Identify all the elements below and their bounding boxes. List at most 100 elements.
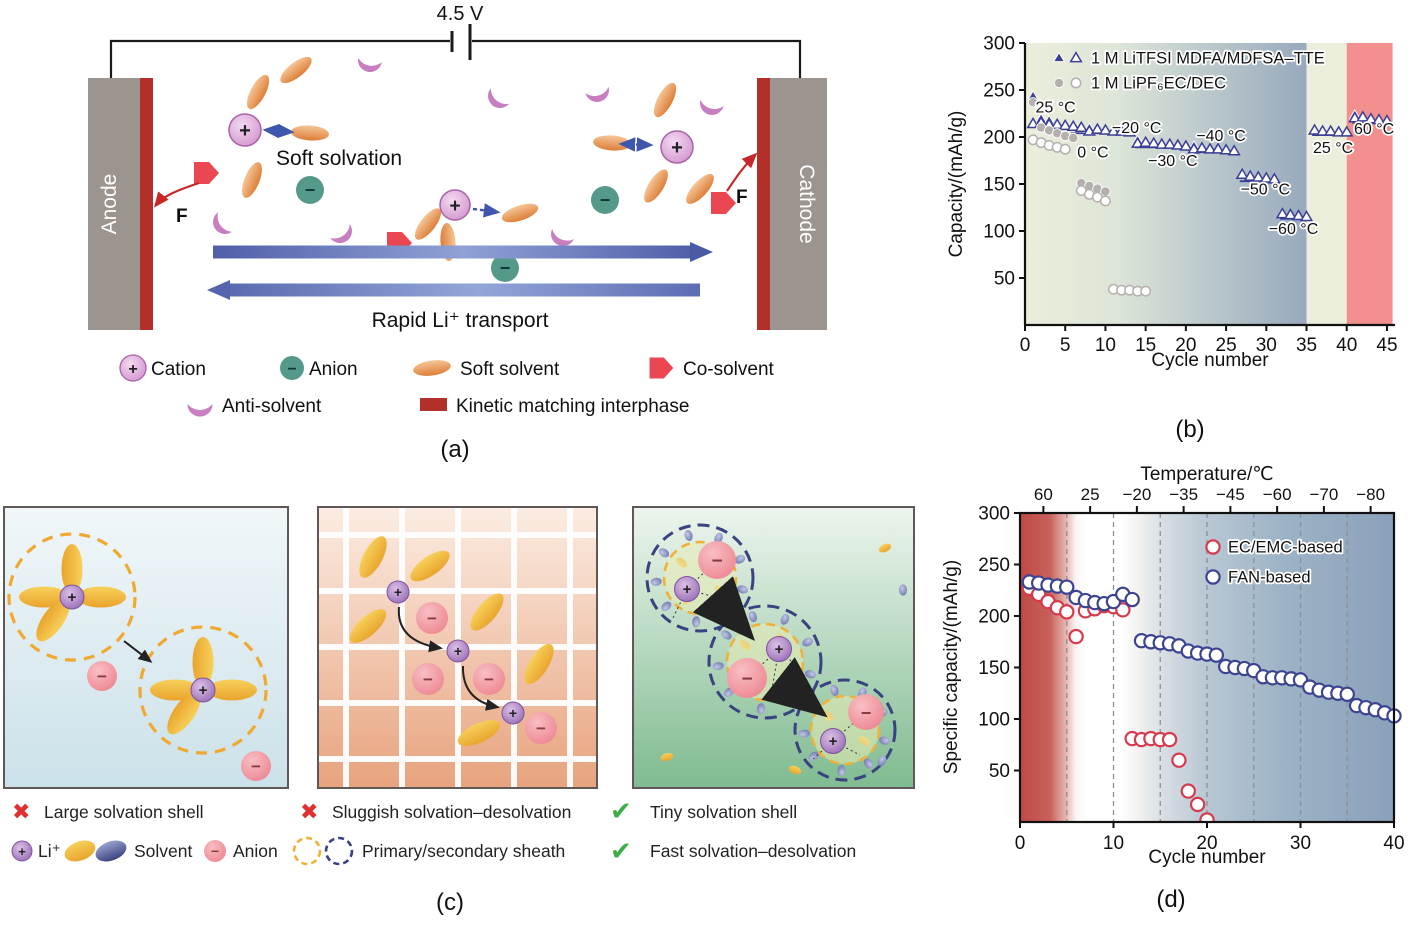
svg-text:Sluggish solvation–desolvation: Sluggish solvation–desolvation — [332, 802, 571, 822]
li-ion-icon: + — [18, 844, 26, 859]
y-axis-label: Specific capacity/(mAh/g) — [941, 560, 962, 774]
cation-icon: + — [128, 361, 137, 378]
legend-label: 1 M LiPF₆EC/DEC — [1091, 75, 1226, 93]
legend-item-solvent: Solvent — [64, 840, 193, 862]
temperature-annotation: −30 °C — [1148, 153, 1198, 170]
legend-item-anion: − Anion — [204, 840, 278, 862]
panel-c2-sluggish: + + + − − − − — [317, 506, 598, 789]
legend-item-sheath: Primary/secondary sheath — [292, 836, 565, 866]
x-tick-label: 0 — [1020, 335, 1031, 356]
x-tick-label: 30 — [1256, 335, 1277, 356]
panel-c-legend: ✖ Large solvation shell ✖ Sluggish solva… — [11, 796, 856, 866]
y-tick-label: 250 — [978, 555, 1010, 576]
temperature-annotation: −20 °C — [1112, 120, 1162, 137]
x-tick-label: 40 — [1336, 335, 1357, 356]
panel-a-caption: (a) — [440, 436, 469, 463]
x-tick-label: 10 — [1103, 833, 1124, 854]
li-ion-icon: + — [68, 589, 77, 606]
legend-item-soft-solvent: Soft solvent — [412, 357, 560, 380]
y-tick-label: 50 — [994, 269, 1015, 290]
svg-text:Anion: Anion — [233, 841, 278, 861]
temperature-annotation: −50 °C — [1241, 181, 1291, 198]
legend-item-interphase: Kinetic matching interphase — [420, 396, 689, 417]
top-tick-label: −35 — [1169, 485, 1198, 504]
legend-item-fast: ✔ Fast solvation–desolvation — [610, 836, 856, 866]
anion-icon: − — [741, 669, 752, 690]
li-ion-icon: + — [775, 641, 784, 658]
top-tick-label: −70 — [1309, 485, 1338, 504]
chart-d-caption: (d) — [1156, 886, 1185, 913]
temperature-annotation: 0 °C — [1077, 145, 1108, 162]
cluster-3: − + — [793, 678, 897, 782]
top-tick-label: −20 — [1122, 485, 1151, 504]
panel-c1-large-shell: + + − − — [3, 506, 289, 789]
y-tick-label: 100 — [978, 710, 1010, 731]
legend-label: FAN-based — [1228, 569, 1311, 587]
force-label-right: F — [736, 187, 748, 208]
x-tick-label: 20 — [1196, 833, 1217, 854]
top-tick-label: −80 — [1356, 485, 1385, 504]
temperature-annotation: 25 °C — [1035, 100, 1075, 117]
li-ion-icon: + — [683, 581, 692, 598]
top-tick-label: 60 — [1034, 485, 1053, 504]
temperature-annotation: 60 °C — [1354, 121, 1394, 138]
anion-icon: − — [711, 551, 722, 572]
series-1-m-litfsi-mdfa-mdfsa-tte-discharge- — [1026, 110, 1394, 222]
li-ion-icon: + — [199, 682, 208, 699]
top-axis-title: Temperature/℃ — [1140, 464, 1273, 485]
anion-icon: − — [600, 190, 611, 210]
x-tick-label: 30 — [1290, 833, 1311, 854]
anode: Anode — [88, 78, 153, 330]
x-tick-label: 5 — [1060, 335, 1071, 356]
li-ion-icon: + — [394, 584, 402, 600]
anion-icon: − — [97, 667, 107, 686]
anion-icon: − — [251, 757, 261, 776]
y-tick-label: 50 — [989, 761, 1010, 782]
li-ion-icon: + — [454, 643, 462, 659]
svg-text:Anti-solvent: Anti-solvent — [222, 396, 322, 417]
fluorine-arrows: F F — [153, 152, 758, 227]
svg-text:Large solvation shell: Large solvation shell — [44, 802, 204, 822]
panel-c-figure: + + − − — [3, 506, 915, 916]
chart-b: 25 °C 0 °C−20 °C −30 °C −40 °C −50 °C −60 °C 2… — [946, 34, 1398, 444]
legend-item-cation: + Cation — [119, 354, 206, 382]
coordination-arrows — [262, 123, 654, 218]
cathode-label: Cathode — [795, 164, 818, 243]
x-axis-label: Cycle number — [1148, 847, 1266, 868]
anion-icon: − — [500, 258, 511, 278]
anti-solvent-icon — [187, 404, 213, 417]
transport-arrows — [207, 242, 713, 300]
series-1-m-lipf-ec-dec-charge- — [1027, 97, 1111, 197]
solvent-icon — [64, 840, 96, 862]
temperature-annotation: −60 °C — [1269, 221, 1319, 238]
solvation-flower: + — [7, 532, 137, 662]
x-tick-label: 10 — [1095, 335, 1116, 356]
cations: + + + — [228, 113, 694, 221]
anion-icon: − — [427, 609, 437, 628]
x-tick-label: 0 — [1015, 833, 1026, 854]
anode-label: Anode — [98, 174, 121, 235]
y-tick-label: 100 — [983, 222, 1015, 243]
cation-icon: + — [449, 196, 460, 217]
cation-icon: + — [671, 137, 683, 159]
cathode: Cathode — [757, 78, 827, 330]
x-tick-label: 15 — [1135, 335, 1156, 356]
top-tick-label: −45 — [1216, 485, 1245, 504]
svg-text:Co-solvent: Co-solvent — [683, 359, 775, 380]
x-tick-label: 25 — [1216, 335, 1237, 356]
li-ion-icon: + — [509, 705, 517, 721]
solvent-icon — [95, 840, 127, 862]
cross-icon: ✖ — [300, 799, 318, 824]
x-tick-label: 20 — [1175, 335, 1196, 356]
anode-interphase-layer — [140, 78, 153, 330]
chart-b-plot-background — [1025, 43, 1393, 325]
legend-label: 1 M LiTFSI MDFA/MDFSA–TTE — [1091, 50, 1325, 68]
voltage-label: 4.5 V — [437, 3, 484, 25]
svg-text:Fast solvation–desolvation: Fast solvation–desolvation — [650, 841, 856, 861]
legend-item-tiny-shell: ✔ Tiny solvation shell — [610, 796, 797, 826]
soft-solvation-label: Soft solvation — [276, 147, 402, 170]
svg-text:Primary/secondary sheath: Primary/secondary sheath — [362, 841, 565, 861]
y-tick-label: 150 — [978, 658, 1010, 679]
